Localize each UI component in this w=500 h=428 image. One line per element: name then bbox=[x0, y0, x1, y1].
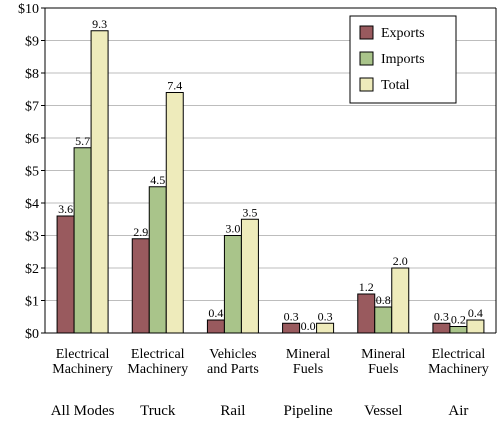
y-tick-label: $3 bbox=[25, 230, 39, 245]
y-tick-label: $0 bbox=[25, 327, 39, 342]
mode-label: Air bbox=[448, 403, 468, 419]
y-tick-label: $10 bbox=[18, 2, 39, 17]
data-label: 7.4 bbox=[167, 79, 182, 93]
bar-total bbox=[466, 319, 485, 334]
mode-label: Rail bbox=[220, 403, 245, 419]
category-label: Machinery bbox=[127, 362, 188, 377]
mode-label: Vessel bbox=[364, 403, 402, 419]
legend-label: Imports bbox=[381, 52, 425, 67]
category-label: Mineral bbox=[361, 347, 405, 362]
data-label: 5.7 bbox=[75, 134, 90, 148]
data-label: 0.4 bbox=[468, 306, 483, 320]
data-label: 9.3 bbox=[92, 17, 107, 31]
data-label: 3.6 bbox=[58, 202, 73, 216]
category-label: Machinery bbox=[428, 362, 489, 377]
data-label: 2.9 bbox=[133, 225, 148, 239]
category-label: Vehicles bbox=[209, 347, 256, 362]
mode-label: Pipeline bbox=[283, 403, 333, 419]
data-label: 2.0 bbox=[393, 254, 408, 268]
y-tick-label: $1 bbox=[25, 295, 39, 310]
y-tick-label: $9 bbox=[25, 35, 39, 50]
category-label: Electrical bbox=[131, 347, 185, 362]
legend-label: Exports bbox=[381, 26, 425, 41]
data-label: 0.8 bbox=[376, 293, 391, 307]
bar-exports bbox=[357, 293, 376, 334]
bar-total bbox=[240, 218, 259, 334]
bar-imports bbox=[449, 326, 468, 334]
data-label: 3.5 bbox=[242, 205, 257, 219]
bar-exports bbox=[56, 215, 75, 334]
mode-label: Truck bbox=[140, 403, 176, 419]
category-label: Machinery bbox=[52, 362, 113, 377]
bar-imports bbox=[223, 235, 242, 334]
bar-exports bbox=[432, 322, 451, 334]
legend-swatch-imports bbox=[359, 51, 374, 66]
data-label: 4.5 bbox=[150, 173, 165, 187]
mode-label: All Modes bbox=[51, 403, 115, 419]
legend-swatch-total bbox=[359, 77, 374, 92]
bar-imports bbox=[73, 147, 92, 334]
legend-swatch-exports bbox=[359, 25, 374, 40]
data-label: 3.0 bbox=[225, 222, 240, 236]
data-label: 0.4 bbox=[208, 306, 223, 320]
data-label: 0.3 bbox=[284, 309, 299, 323]
data-label: 1.2 bbox=[359, 280, 374, 294]
y-tick-label: $7 bbox=[25, 100, 39, 115]
category-label: Fuels bbox=[368, 362, 398, 377]
category-label: Fuels bbox=[293, 362, 323, 377]
data-label: 0.3 bbox=[318, 309, 333, 323]
bar-exports bbox=[206, 319, 225, 334]
bar-exports bbox=[131, 238, 150, 334]
category-label: and Parts bbox=[207, 362, 259, 377]
bar-total bbox=[316, 322, 335, 334]
bars bbox=[56, 30, 485, 334]
legend: Exports Imports Total bbox=[349, 15, 457, 104]
bar-imports bbox=[148, 186, 167, 334]
y-tick-label: $8 bbox=[25, 67, 39, 82]
axes: $0 $1 $2 $3 $4 $5 $6 $7 $8 $9 $10 bbox=[18, 2, 497, 342]
y-tick-label: $5 bbox=[25, 165, 39, 180]
y-tick-label: $6 bbox=[25, 132, 39, 147]
data-label: 0.3 bbox=[434, 309, 449, 323]
bar-total bbox=[165, 92, 184, 334]
data-label: 0.0 bbox=[301, 319, 316, 333]
data-label: 0.2 bbox=[451, 313, 466, 327]
category-label: Electrical bbox=[432, 347, 486, 362]
bar-total bbox=[90, 30, 109, 334]
category-label: Mineral bbox=[286, 347, 330, 362]
y-tick-label: $4 bbox=[25, 197, 39, 212]
category-label: Electrical bbox=[56, 347, 110, 362]
bar-exports bbox=[282, 322, 301, 334]
legend-label: Total bbox=[381, 78, 410, 93]
y-tick-label: $2 bbox=[25, 262, 39, 277]
bar-imports bbox=[374, 306, 393, 334]
bar-total bbox=[391, 267, 410, 334]
